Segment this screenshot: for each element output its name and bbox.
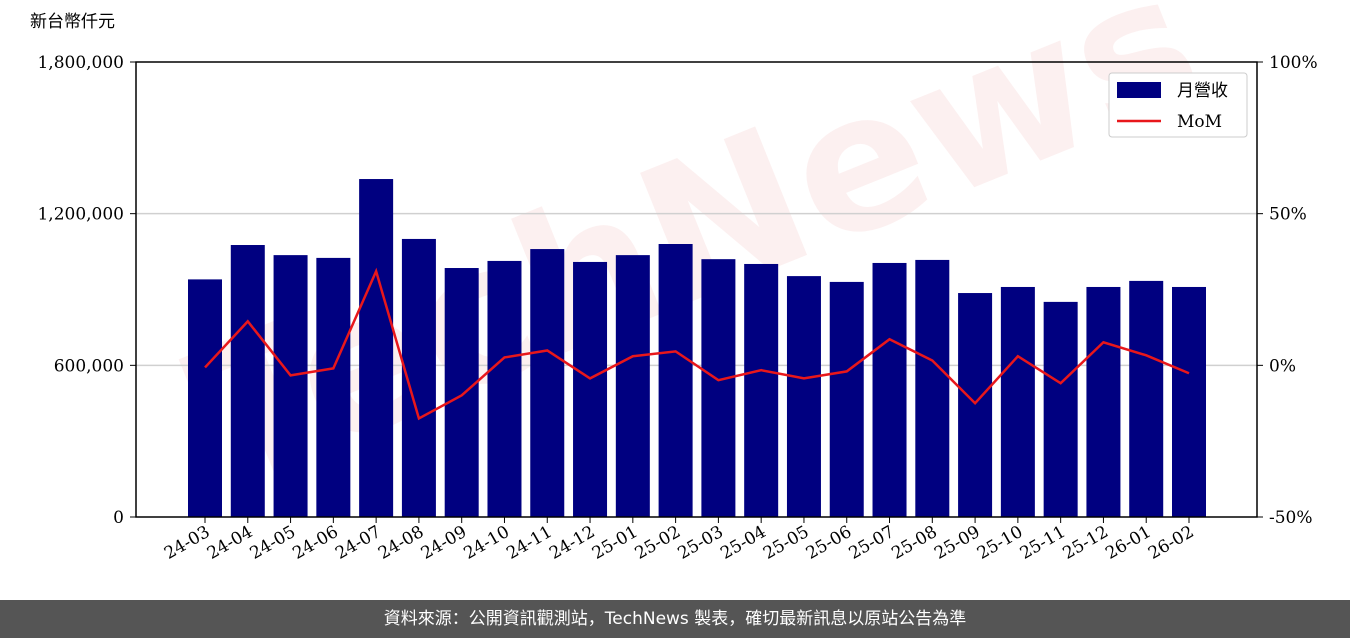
- bar: [188, 279, 222, 517]
- bar: [530, 249, 565, 518]
- bar: [1129, 280, 1164, 517]
- x-tick-label: 25-10: [974, 522, 1026, 564]
- x-tick-label: 25-09: [931, 522, 983, 564]
- bar: [273, 255, 308, 517]
- x-tick-label: 25-04: [717, 522, 769, 564]
- bar: [230, 245, 265, 517]
- y-axis-label: 新台幣仟元: [30, 12, 115, 32]
- bar: [829, 281, 864, 517]
- x-tick-label: 25-08: [888, 522, 940, 564]
- x-tick-label: 25-03: [674, 522, 726, 564]
- bar: [872, 262, 907, 517]
- bar: [915, 259, 950, 517]
- y-tick-label: 1,800,000: [37, 53, 124, 73]
- x-tick-label: 24-08: [375, 522, 427, 564]
- bar: [786, 276, 821, 517]
- x-tick-label: 24-09: [418, 522, 470, 564]
- y2-tick-label: 100%: [1269, 53, 1318, 73]
- bar: [359, 179, 394, 517]
- y-tick-label: 0: [113, 508, 124, 528]
- bar: [744, 263, 779, 517]
- legend-swatch: [1117, 82, 1161, 98]
- x-tick-label: 25-07: [846, 522, 898, 564]
- x-tick-label: 24-10: [461, 522, 513, 564]
- x-tick-label: 24-11: [503, 522, 555, 564]
- bar: [701, 259, 736, 517]
- x-tick-label: 25-01: [589, 522, 641, 564]
- x-tick-label: 25-05: [760, 522, 812, 564]
- bar: [1000, 286, 1035, 517]
- x-tick-label: 24-05: [247, 522, 299, 564]
- y-tick-label: 600,000: [54, 356, 124, 376]
- bar: [1043, 301, 1078, 517]
- bar: [316, 257, 351, 517]
- x-tick-label: 25-11: [1017, 522, 1069, 564]
- y2-tick-label: 50%: [1269, 205, 1307, 225]
- x-tick-label: 25-06: [803, 522, 855, 564]
- bar: [615, 255, 650, 517]
- x-tick-label: 24-12: [546, 522, 598, 564]
- line: [204, 267, 1190, 421]
- x-tick-label: 24-04: [204, 522, 256, 564]
- bar: [1086, 286, 1121, 517]
- bar: [658, 244, 693, 517]
- bar: [487, 260, 522, 517]
- x-tick-label: 26-02: [1145, 522, 1197, 564]
- footer: 資料來源：公開資訊觀測站，TechNews 製表，確切最新訊息以原站公告為準: [0, 600, 1350, 638]
- legend-label: 月營收: [1177, 81, 1228, 101]
- x-tick-label: 25-12: [1059, 522, 1111, 564]
- bar: [958, 293, 993, 517]
- y2-tick-label: 0%: [1269, 356, 1296, 376]
- x-tick-label: 25-02: [632, 522, 684, 564]
- x-tick-label: 24-03: [161, 522, 213, 564]
- bar: [573, 261, 608, 517]
- bar: [444, 268, 479, 517]
- x-tick-label: 24-07: [332, 522, 384, 564]
- y2-tick-label: -50%: [1269, 508, 1313, 528]
- legend-label: MoM: [1177, 112, 1222, 132]
- bar: [1172, 286, 1206, 517]
- x-tick-label: 26-01: [1102, 522, 1154, 564]
- plot-frame: [135, 61, 1258, 518]
- chart: 新台幣仟元 TechNews 0600,0001,200,0001,800,00…: [30, 0, 1318, 564]
- y-tick-label: 1,200,000: [37, 205, 124, 225]
- x-tick-label: 24-06: [289, 522, 341, 564]
